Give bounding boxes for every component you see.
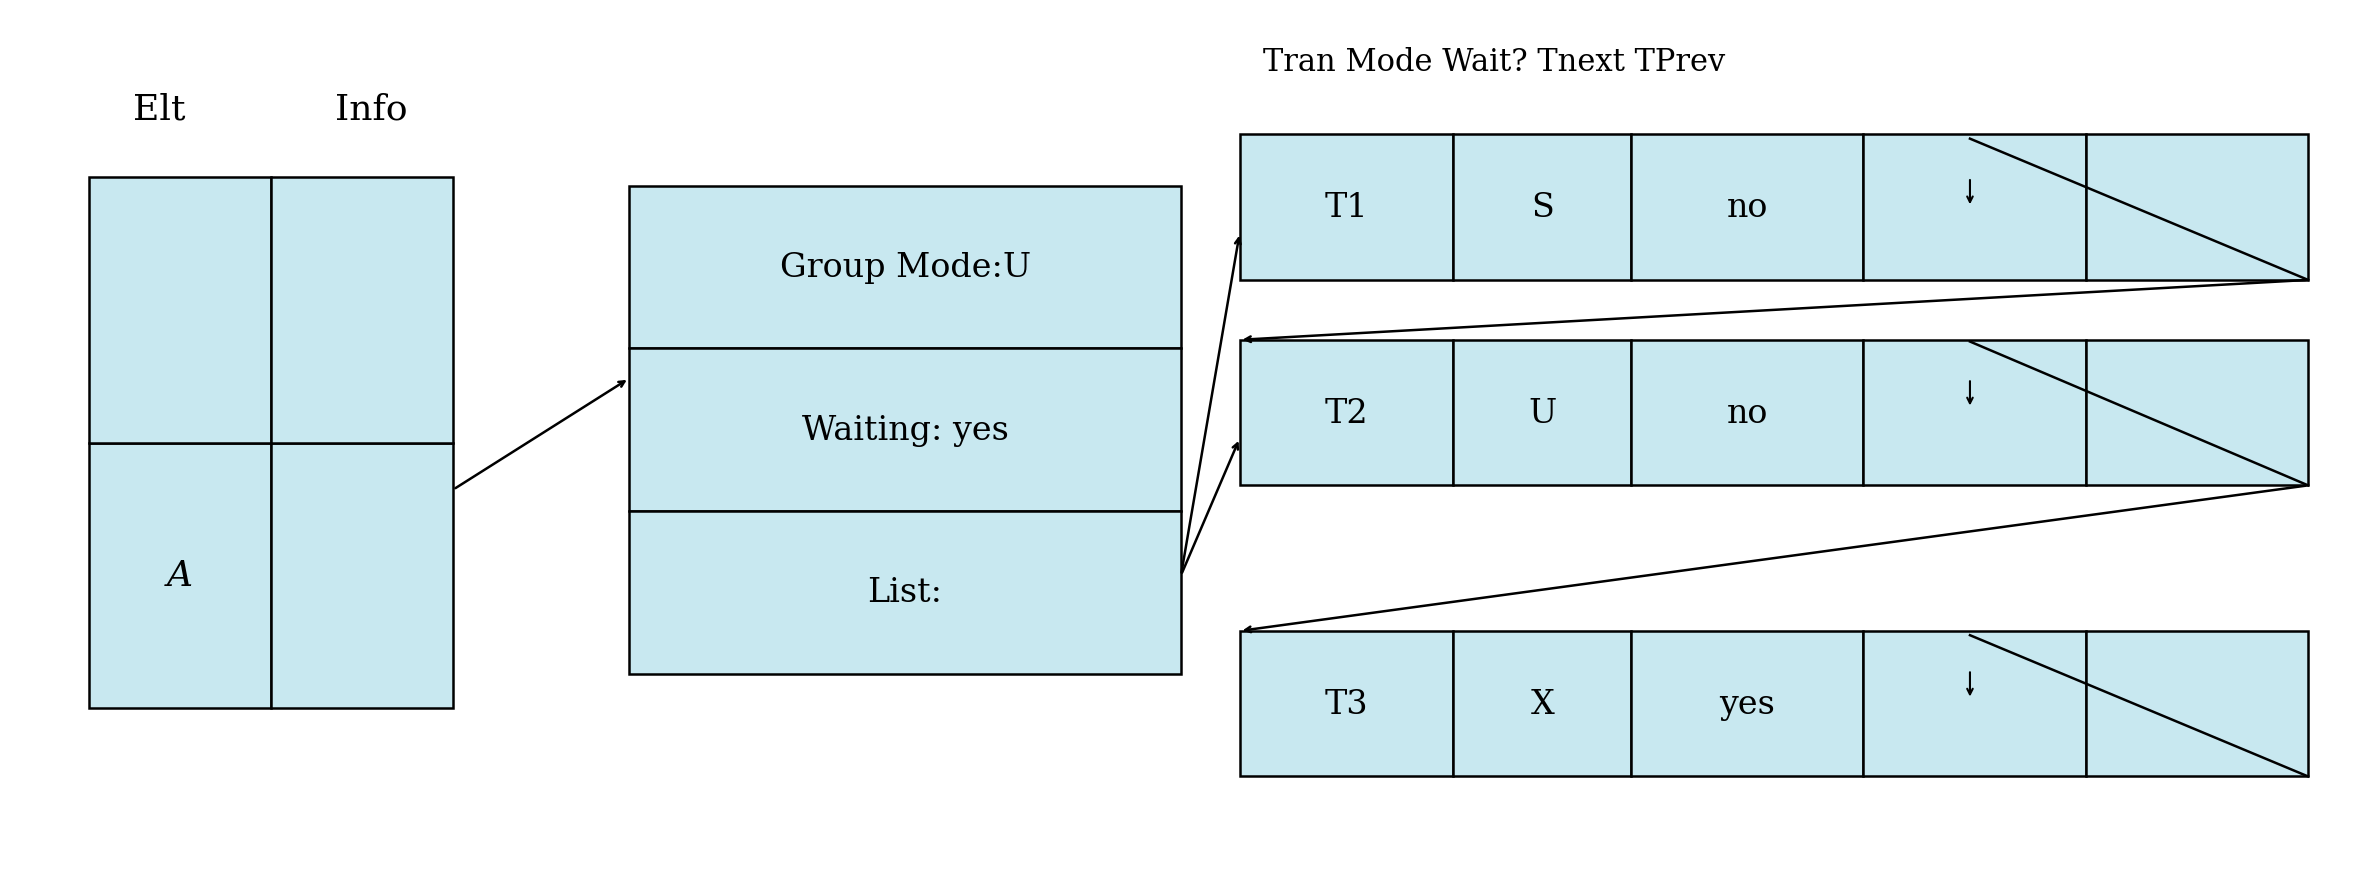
Text: no: no — [1727, 397, 1767, 429]
Text: T1: T1 — [1325, 192, 1368, 224]
FancyBboxPatch shape — [628, 187, 1181, 349]
FancyBboxPatch shape — [1632, 136, 1864, 281]
FancyBboxPatch shape — [1240, 631, 1453, 777]
Text: S: S — [1531, 192, 1554, 224]
FancyBboxPatch shape — [628, 512, 1181, 674]
Text: Waiting: yes: Waiting: yes — [801, 415, 1009, 446]
Text: Tran Mode Wait? Tnext TPrev: Tran Mode Wait? Tnext TPrev — [1264, 47, 1724, 78]
Text: U: U — [1528, 397, 1557, 429]
FancyBboxPatch shape — [1632, 341, 1864, 486]
FancyBboxPatch shape — [2086, 136, 2308, 281]
FancyBboxPatch shape — [2086, 631, 2308, 777]
Text: A: A — [168, 559, 194, 593]
Text: Elt: Elt — [132, 93, 187, 127]
FancyBboxPatch shape — [1453, 341, 1632, 486]
FancyBboxPatch shape — [90, 443, 272, 708]
FancyBboxPatch shape — [1864, 631, 2086, 777]
Text: no: no — [1727, 192, 1767, 224]
FancyBboxPatch shape — [272, 178, 454, 443]
FancyBboxPatch shape — [272, 443, 454, 708]
Text: Info: Info — [335, 93, 406, 127]
FancyBboxPatch shape — [90, 178, 272, 443]
Text: yes: yes — [1720, 688, 1776, 720]
FancyBboxPatch shape — [1240, 341, 1453, 486]
Text: T2: T2 — [1325, 397, 1368, 429]
Text: X: X — [1531, 688, 1554, 720]
FancyBboxPatch shape — [1864, 341, 2086, 486]
FancyBboxPatch shape — [1864, 136, 2086, 281]
FancyBboxPatch shape — [1240, 136, 1453, 281]
FancyBboxPatch shape — [2086, 341, 2308, 486]
FancyBboxPatch shape — [1453, 136, 1632, 281]
FancyBboxPatch shape — [1453, 631, 1632, 777]
FancyBboxPatch shape — [628, 349, 1181, 512]
Text: List:: List: — [867, 577, 942, 608]
FancyBboxPatch shape — [1632, 631, 1864, 777]
Text: Group Mode:U: Group Mode:U — [779, 252, 1030, 284]
Text: T3: T3 — [1325, 688, 1368, 720]
